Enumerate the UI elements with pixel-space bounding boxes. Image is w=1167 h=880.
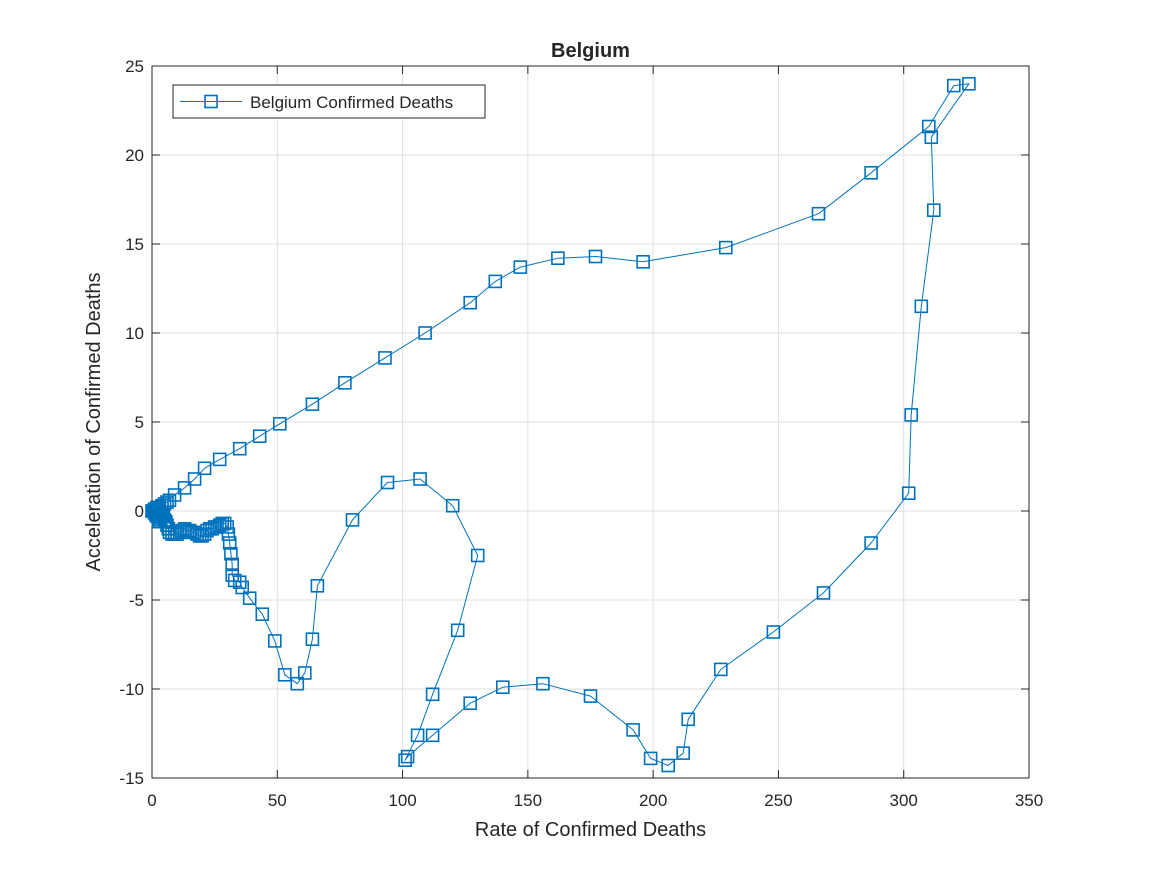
x-tick-label: 200: [639, 791, 667, 810]
chart-title: Belgium: [551, 40, 630, 62]
data-point-marker: [921, 119, 936, 134]
data-point-marker: [310, 578, 325, 593]
x-axis-label: Rate of Confirmed Deaths: [475, 819, 706, 841]
data-point-marker: [252, 429, 267, 444]
data-point-marker: [924, 130, 939, 144]
data-point-marker: [398, 753, 412, 768]
data-point-marker: [297, 666, 312, 680]
data-point-marker: [232, 441, 247, 456]
data-point-marker: [305, 397, 320, 412]
data-point-marker: [232, 575, 247, 590]
x-tick-label: 150: [514, 791, 542, 810]
data-point-marker: [410, 728, 425, 743]
y-axis-label: Acceleration of Confirmed Deaths: [83, 272, 105, 571]
data-point-marker: [488, 274, 503, 289]
x-tick-label: 250: [764, 791, 792, 810]
data-point-marker: [470, 548, 485, 563]
x-tick-label: 100: [388, 791, 416, 810]
y-tick-label: 0: [135, 502, 144, 521]
data-point-marker: [380, 475, 395, 490]
data-point-marker: [242, 591, 257, 606]
data-point-marker: [636, 255, 650, 269]
data-point-marker: [718, 240, 733, 255]
data-point-marker: [305, 632, 320, 647]
y-tick-label: -10: [119, 680, 144, 699]
data-point-marker: [551, 251, 565, 265]
x-tick-label: 50: [268, 791, 287, 810]
data-point-marker: [290, 676, 305, 691]
data-point-marker: [901, 486, 916, 501]
y-tick-label: 10: [125, 324, 144, 343]
data-point-marker: [418, 326, 432, 340]
data-point-marker: [962, 77, 976, 91]
data-point-marker: [864, 536, 878, 550]
data-point-marker: [222, 536, 237, 550]
data-point-marker: [588, 249, 603, 264]
data-point-marker: [338, 375, 352, 390]
data-point-marker: [255, 607, 270, 622]
data-point-marker: [583, 689, 598, 703]
legend-marker: [204, 94, 218, 109]
data-point-marker: [926, 203, 941, 217]
data-point-marker: [946, 78, 961, 93]
data-point-marker: [267, 634, 282, 648]
data-point-marker: [713, 662, 728, 677]
data-point-marker: [643, 751, 658, 766]
y-tick-label: -15: [119, 769, 144, 788]
data-point-marker: [766, 625, 781, 639]
data-point-marker: [272, 416, 287, 431]
data-point-marker: [626, 723, 640, 737]
data-layer: [145, 77, 976, 773]
data-point-marker: [864, 166, 878, 180]
data-point-marker: [225, 568, 239, 582]
data-point-marker: [661, 758, 676, 773]
data-point-marker: [225, 557, 239, 572]
y-tick-label: 15: [125, 235, 144, 254]
legend-box: [172, 84, 486, 119]
tick-labels: 0 50 100 150 200 250 300 350 -15 -10 -5 0 5 10 15 20 25: [119, 57, 1043, 810]
data-point-marker: [150, 509, 164, 524]
data-point-marker: [914, 299, 929, 314]
data-point-marker: [400, 749, 415, 764]
data-point-marker: [177, 481, 192, 495]
data-point-marker: [513, 260, 528, 274]
data-point-marker: [413, 472, 427, 486]
data-point-marker: [676, 746, 691, 760]
x-tick-label: 0: [147, 791, 156, 810]
data-point-marker: [536, 676, 550, 691]
y-tick-label: -5: [129, 591, 144, 610]
x-tick-label: 350: [1015, 791, 1043, 810]
x-tick-label: 300: [890, 791, 918, 810]
data-point-marker: [816, 586, 831, 600]
data-point-marker: [207, 520, 222, 534]
data-point-marker: [345, 513, 360, 527]
data-point-marker: [463, 696, 478, 711]
data-point-marker: [450, 623, 465, 638]
data-point-marker: [378, 351, 392, 365]
data-point-marker: [277, 667, 292, 682]
data-point-marker: [224, 546, 238, 561]
data-point-marker: [904, 408, 919, 422]
data-point-marker: [147, 505, 162, 520]
legend-label: Belgium Confirmed Deaths: [250, 93, 453, 112]
legend[interactable]: Belgium Confirmed Deaths: [172, 84, 486, 119]
data-point-marker: [425, 687, 440, 702]
data-point-marker: [197, 461, 212, 476]
data-point-marker: [425, 728, 440, 743]
data-point-marker: [811, 206, 826, 221]
data-point-marker: [445, 498, 460, 513]
data-point-marker: [212, 452, 227, 467]
data-point-marker: [463, 295, 478, 310]
y-tick-label: 5: [135, 413, 144, 432]
y-tick-label: 20: [125, 146, 144, 165]
data-point-marker: [187, 472, 202, 486]
y-tick-label: 25: [125, 57, 144, 76]
data-point-marker: [149, 507, 163, 522]
data-point-marker: [681, 712, 696, 727]
data-point-marker: [167, 488, 182, 502]
data-point-marker: [495, 680, 510, 695]
